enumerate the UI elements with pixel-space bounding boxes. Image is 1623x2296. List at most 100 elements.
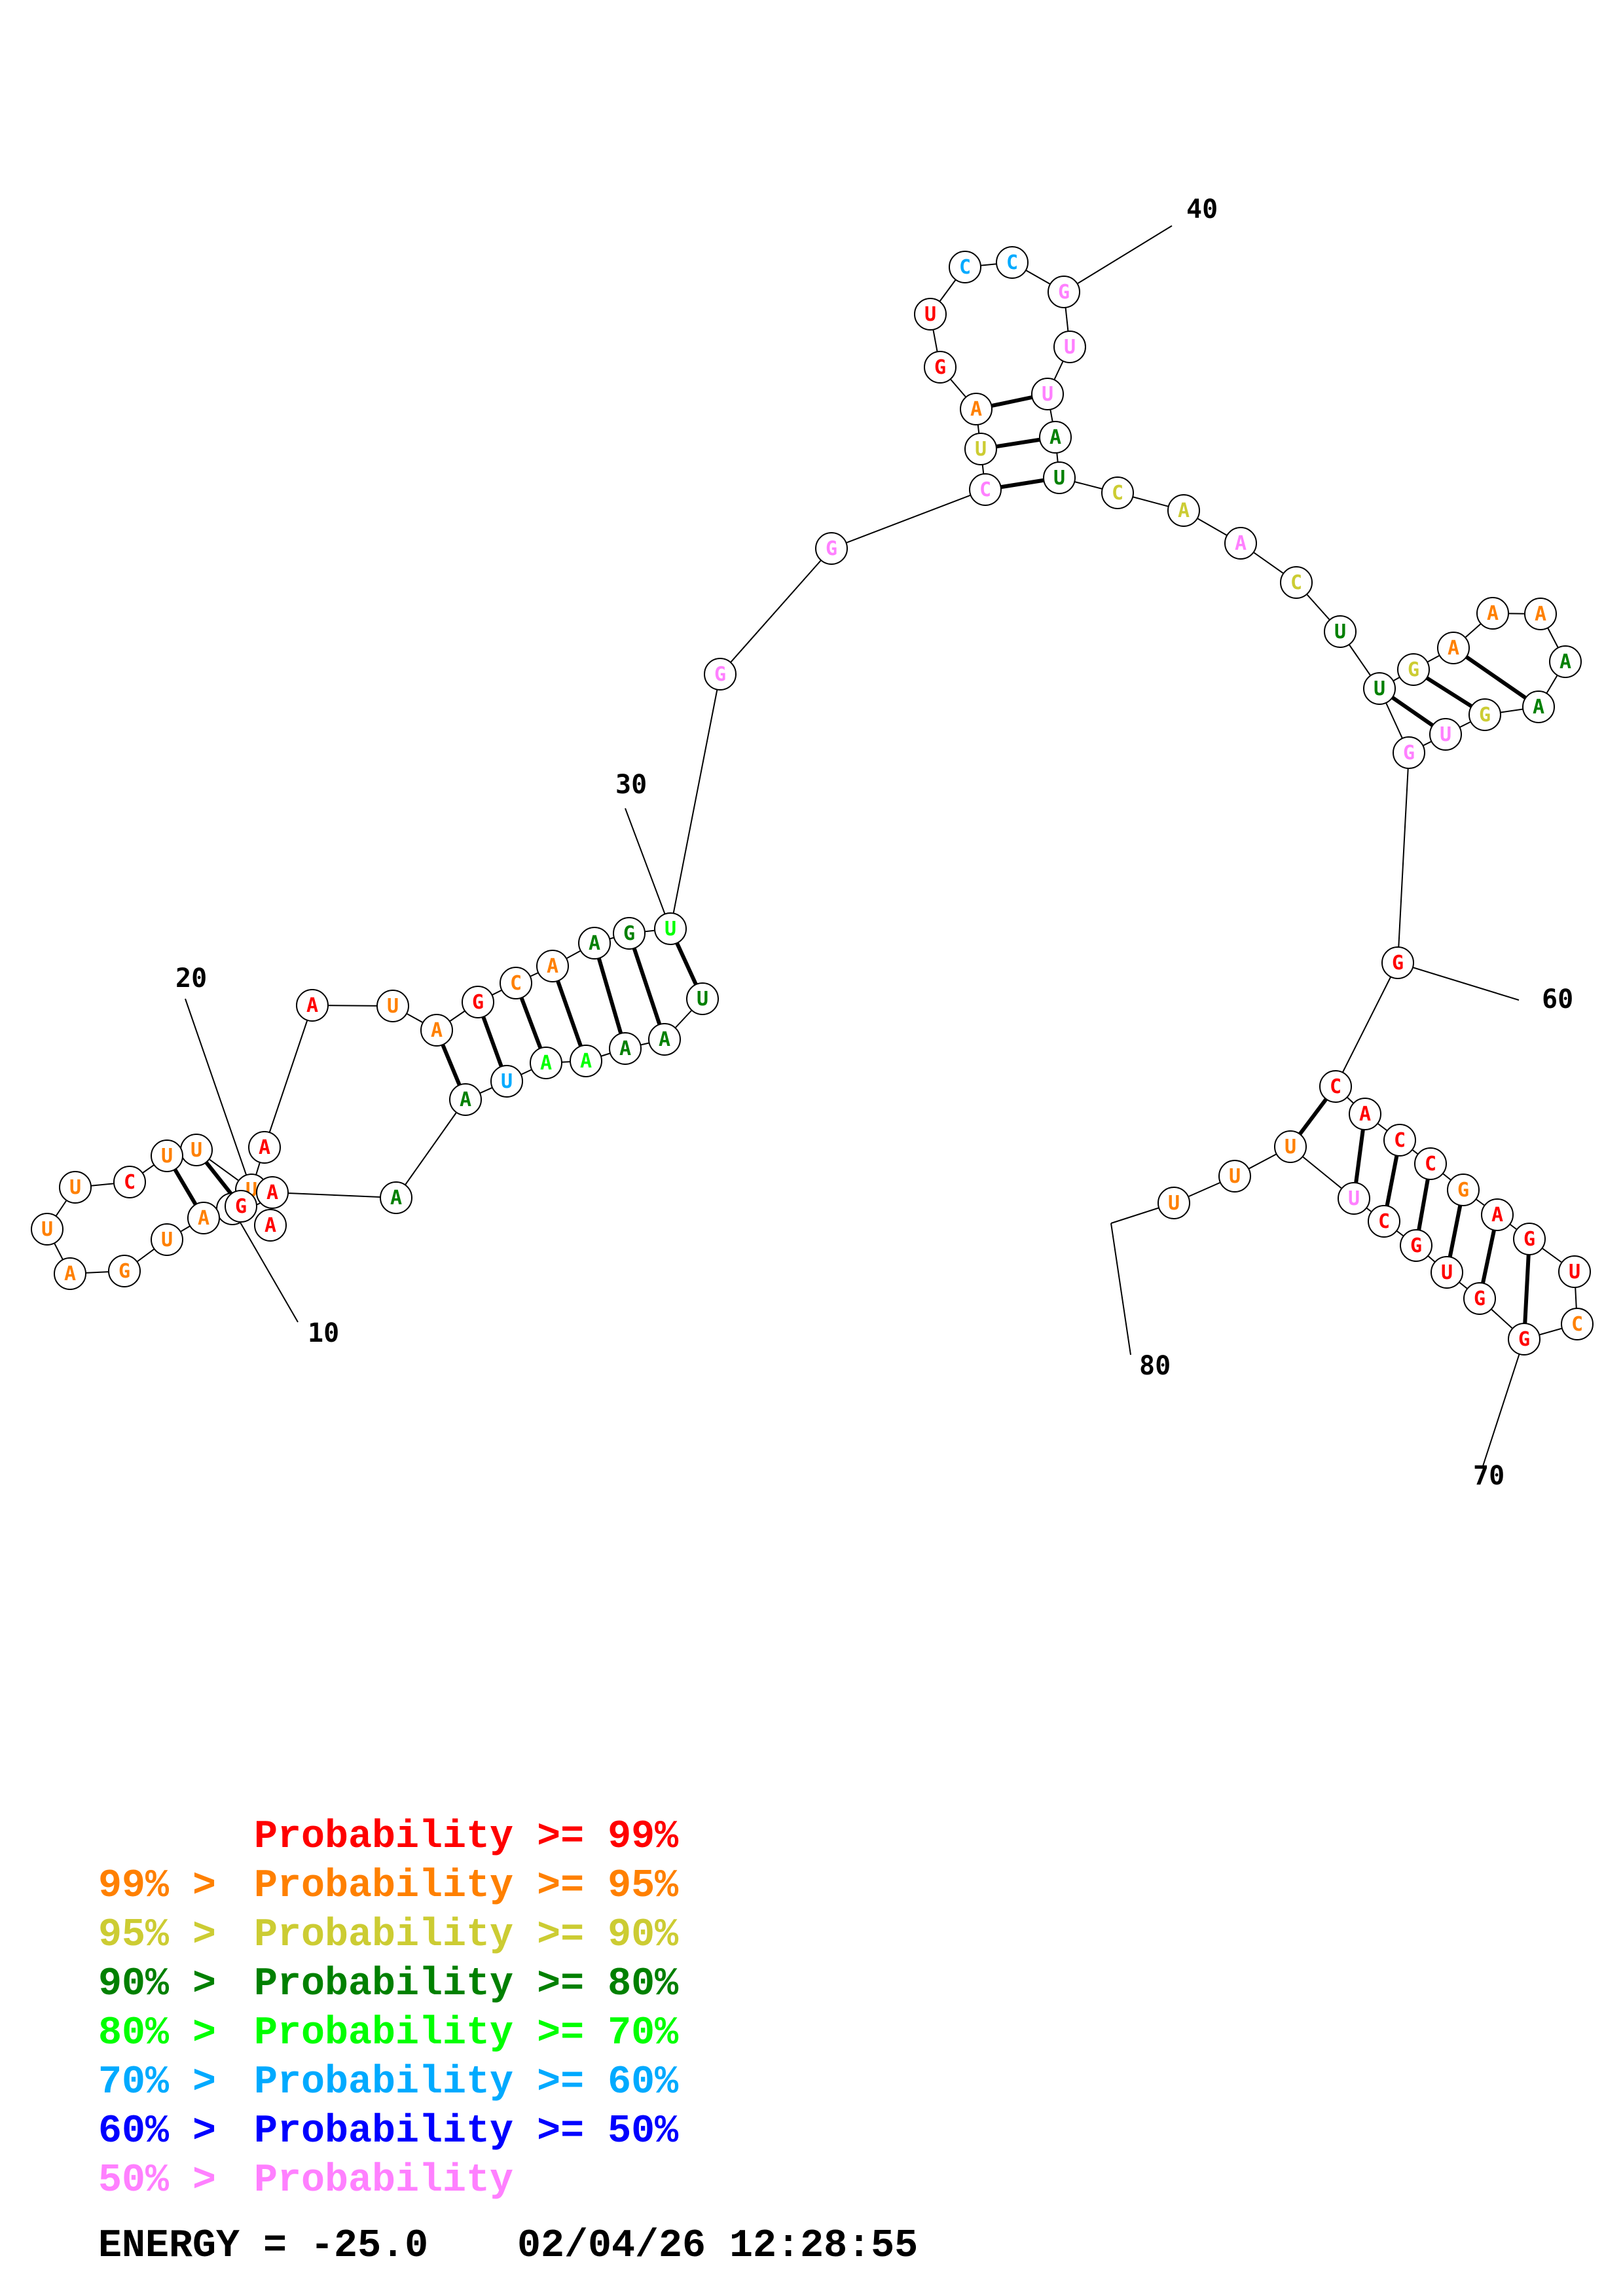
legend-label: Probability >= 70% <box>254 2011 679 2056</box>
nucleotide: A <box>420 1014 453 1047</box>
nucleotide-base: G <box>1474 1287 1486 1310</box>
nucleotide: U <box>1338 1182 1370 1215</box>
legend-label: Probability <box>254 2159 513 2203</box>
nucleotide: G <box>108 1255 141 1287</box>
nucleotide: A <box>254 1209 287 1242</box>
legend-label: Probability >= 60% <box>254 2060 679 2105</box>
nucleotide-base: G <box>1457 1179 1469 1202</box>
nucleotide: A <box>1224 527 1257 560</box>
nucleotide-nodes: GAUUUGAUUCUAGAAAUAGCAAGUUAAAAUAAGGCUAGUC… <box>31 246 1594 1355</box>
nucleotide-base: U <box>161 1229 173 1251</box>
nucleotide: A <box>296 989 329 1022</box>
nucleotide: A <box>570 1045 602 1077</box>
nucleotide: G <box>1397 653 1430 686</box>
nucleotide: A <box>648 1023 681 1056</box>
nucleotide-base: G <box>119 1260 130 1283</box>
nucleotide-circle <box>113 1166 146 1198</box>
nucleotide-base: G <box>714 663 726 686</box>
legend-row: 95% > Probability >= 90% <box>98 1913 679 1958</box>
nucleotide-base: C <box>1394 1129 1406 1152</box>
nucleotide: G <box>924 351 957 384</box>
nucleotide-base: U <box>191 1139 202 1162</box>
nucleotide-circle <box>1349 1098 1381 1130</box>
nucleotide: A <box>1167 494 1200 527</box>
nucleotide-circle <box>1508 1323 1541 1355</box>
nucleotide-circle <box>1558 1255 1591 1288</box>
nucleotide: U <box>31 1213 64 1246</box>
legend-range: 70% > <box>98 2060 216 2105</box>
nucleotide: C <box>969 473 1002 506</box>
nucleotide-circle <box>704 658 737 691</box>
nucleotide-circle <box>815 532 848 565</box>
position-leader-line <box>1482 1338 1525 1467</box>
nucleotide: C <box>1280 566 1313 599</box>
nucleotide: U <box>1218 1160 1251 1193</box>
position-number: 20 <box>175 963 207 994</box>
position-leader-line <box>625 808 671 929</box>
nucleotide-circle <box>187 1202 220 1234</box>
nucleotide-circle <box>609 1032 642 1065</box>
nucleotide: U <box>180 1134 213 1166</box>
nucleotide: U <box>1324 615 1357 648</box>
nucleotide: U <box>151 1139 183 1172</box>
nucleotide-base: U <box>41 1218 53 1241</box>
nucleotide-base: U <box>387 995 399 1018</box>
nucleotide: A <box>1349 1098 1381 1130</box>
nucleotide-base: G <box>1518 1328 1530 1351</box>
nucleotide-circle <box>1481 1198 1514 1231</box>
nucleotide-base: C <box>1425 1153 1436 1175</box>
nucleotide-base: A <box>547 955 558 978</box>
nucleotide: C <box>1101 476 1134 509</box>
nucleotide-base: A <box>970 398 982 421</box>
nucleotide: A <box>1039 421 1072 454</box>
nucleotide: C <box>1414 1147 1447 1180</box>
nucleotide: G <box>462 986 494 1018</box>
nucleotide-base: A <box>1049 426 1061 449</box>
backbone-segment <box>272 1192 397 1198</box>
nucleotide-circle <box>1158 1187 1190 1219</box>
nucleotide-base: A <box>1559 651 1571 673</box>
nucleotide-circle <box>536 950 569 982</box>
nucleotide: A <box>1522 691 1555 723</box>
nucleotide-circle <box>256 1176 289 1209</box>
nucleotide-circle <box>151 1223 183 1256</box>
nucleotide-circle <box>500 967 532 999</box>
nucleotide: U <box>1053 331 1086 363</box>
nucleotide-base: U <box>1348 1187 1360 1210</box>
nucleotide-base: A <box>580 1050 592 1073</box>
position-leader-line <box>1110 1223 1131 1355</box>
legend-range: 80% > <box>98 2011 216 2056</box>
nucleotide-circle <box>1381 946 1414 979</box>
nucleotide-circle <box>1513 1223 1546 1255</box>
nucleotide: G <box>1447 1174 1480 1206</box>
legend-row: 50% > Probability <box>98 2159 513 2203</box>
nucleotide: A <box>1476 597 1509 630</box>
nucleotide-circle <box>1338 1182 1370 1215</box>
nucleotide: C <box>1319 1070 1352 1103</box>
nucleotide-circle <box>248 1131 281 1164</box>
nucleotide-base: U <box>975 438 987 461</box>
nucleotide: G <box>1393 736 1425 769</box>
nucleotide-base: A <box>198 1207 210 1230</box>
nucleotide-circle <box>1524 598 1557 630</box>
nucleotide: A <box>380 1181 412 1214</box>
base-pair-bond <box>551 965 588 1062</box>
nucleotide: U <box>1031 378 1064 410</box>
nucleotide-base: U <box>1168 1192 1180 1215</box>
nucleotide-base: A <box>1359 1103 1371 1126</box>
nucleotide-circle <box>59 1171 92 1204</box>
nucleotide-circle <box>1429 718 1462 751</box>
position-number: 10 <box>308 1318 339 1348</box>
legend-range: 50% > <box>98 2159 216 2203</box>
nucleotide-base: C <box>979 478 991 501</box>
nucleotide: G <box>613 917 646 950</box>
backbone-segment <box>720 548 832 675</box>
nucleotide-base: A <box>1535 603 1546 626</box>
nucleotide-circle <box>1561 1308 1594 1340</box>
nucleotide: U <box>1363 672 1396 705</box>
nucleotide: G <box>225 1190 257 1223</box>
nucleotide: C <box>1368 1205 1400 1238</box>
nucleotide-base: G <box>1403 742 1415 764</box>
position-number: 60 <box>1542 984 1573 1014</box>
